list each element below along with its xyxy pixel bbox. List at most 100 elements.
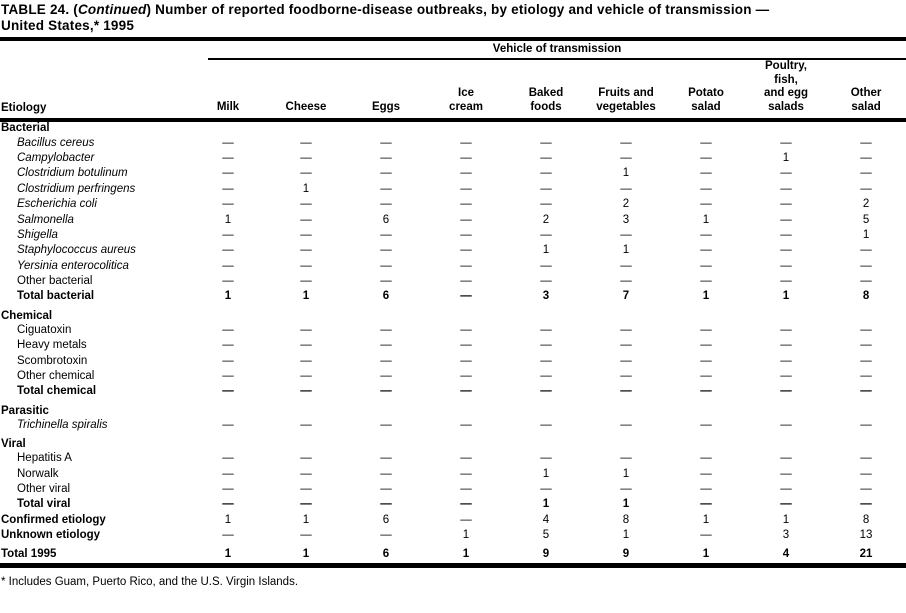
- data-cell: —: [780, 198, 792, 211]
- row-label: Hepatitis A: [17, 452, 72, 465]
- data-cell: —: [300, 259, 312, 272]
- data-cell: —: [700, 339, 712, 352]
- data-cell: [586, 433, 666, 451]
- data-cell: [586, 400, 666, 418]
- data-cell: —: [700, 467, 712, 480]
- data-cell: —: [860, 370, 872, 383]
- data-cell: [586, 120, 666, 135]
- row-label: Total 1995: [1, 548, 57, 561]
- column-header-other-salad: Other salad: [826, 60, 906, 122]
- data-cell: —: [460, 323, 472, 336]
- top-rule: [0, 37, 906, 41]
- data-cell: —: [860, 483, 872, 495]
- data-cell: —: [860, 182, 872, 195]
- data-cell: —: [860, 354, 872, 367]
- table-row: Parasitic: [0, 400, 906, 418]
- data-cell: 3: [622, 213, 630, 226]
- data-cell: —: [860, 151, 872, 164]
- data-cell: —: [860, 385, 872, 398]
- data-cell: 3: [542, 290, 550, 303]
- data-cell: —: [380, 198, 392, 211]
- data-cell: 6: [382, 213, 390, 226]
- table-row: Yersinia enterocolitica — — — — — — — — —: [0, 259, 906, 274]
- data-cell: —: [860, 259, 872, 272]
- data-cell: 1: [622, 529, 630, 542]
- data-cell: —: [460, 136, 472, 149]
- data-cell: —: [700, 483, 712, 495]
- data-cell: —: [460, 182, 472, 195]
- data-cell: —: [300, 354, 312, 367]
- outbreaks-table: Vehicle of transmission Etiology Milk Ch…: [0, 41, 906, 561]
- data-cell: —: [780, 182, 792, 195]
- data-cell: —: [620, 452, 632, 465]
- data-cell: —: [380, 418, 392, 431]
- data-cell: —: [780, 370, 792, 383]
- table-row: Total chemical — — — — — — — — —: [0, 384, 906, 399]
- table-row: Clostridium perfringens — 1 — — — — — — —: [0, 182, 906, 197]
- data-cell: —: [460, 498, 472, 511]
- data-cell: [266, 305, 346, 323]
- data-cell: 1: [782, 513, 790, 526]
- data-cell: —: [540, 275, 552, 288]
- data-cell: [426, 433, 506, 451]
- row-label: Scombrotoxin: [17, 354, 88, 367]
- data-cell: —: [540, 483, 552, 495]
- data-cell: 13: [859, 529, 873, 542]
- data-cell: —: [540, 259, 552, 272]
- vehicle-span-cell: Vehicle of transmission: [190, 41, 906, 60]
- data-cell: 2: [862, 198, 870, 211]
- data-cell: 21: [859, 548, 873, 561]
- data-cell: —: [380, 354, 392, 367]
- data-cell: —: [780, 339, 792, 352]
- data-cell: —: [620, 323, 632, 336]
- table-row: Heavy metals — — — — — — — — —: [0, 338, 906, 353]
- row-label: Norwalk: [17, 467, 59, 480]
- table-row: Other viral — — — — — — — — —: [0, 482, 906, 497]
- data-cell: 1: [542, 498, 550, 511]
- row-label: Other viral: [17, 483, 71, 495]
- column-header-baked-foods: Baked foods: [506, 60, 586, 122]
- data-cell: —: [222, 244, 234, 257]
- data-cell: [266, 433, 346, 451]
- data-cell: 1: [224, 513, 232, 526]
- data-cell: —: [460, 151, 472, 164]
- data-cell: —: [780, 136, 792, 149]
- data-cell: —: [620, 385, 632, 398]
- data-cell: —: [620, 370, 632, 383]
- data-cell: —: [222, 418, 234, 431]
- row-label: Yersinia enterocolitica: [17, 259, 129, 272]
- row-label: Clostridium botulinum: [17, 167, 128, 180]
- title-prefix: TABLE 24. (: [1, 2, 78, 17]
- table-row: Total viral — — — — 1 1 — — —: [0, 497, 906, 512]
- data-cell: —: [860, 167, 872, 180]
- data-cell: —: [222, 323, 234, 336]
- data-cell: —: [460, 228, 472, 241]
- row-label: Escherichia coli: [17, 198, 97, 211]
- data-cell: —: [380, 452, 392, 465]
- data-cell: —: [222, 467, 234, 480]
- data-cell: [266, 400, 346, 418]
- data-cell: —: [300, 213, 312, 226]
- data-cell: —: [700, 275, 712, 288]
- data-cell: [586, 305, 666, 323]
- data-cell: [346, 120, 426, 135]
- data-cell: —: [222, 452, 234, 465]
- data-cell: 1: [702, 548, 710, 561]
- data-cell: [266, 120, 346, 135]
- data-cell: —: [780, 467, 792, 480]
- data-cell: [506, 305, 586, 323]
- title-text: ) Number of reported foodborne-disease o…: [146, 2, 770, 17]
- data-cell: —: [860, 323, 872, 336]
- data-cell: —: [780, 498, 792, 511]
- corner-spacer: [0, 41, 190, 60]
- data-cell: —: [780, 385, 792, 398]
- data-cell: —: [300, 418, 312, 431]
- table-row: Total bacterial 1 1 6—3 7 1 1 8: [0, 289, 906, 304]
- data-cell: 2: [622, 198, 630, 211]
- column-header-etiology: Etiology: [0, 60, 190, 122]
- data-cell: —: [300, 151, 312, 164]
- data-cell: 1: [302, 548, 310, 561]
- data-cell: —: [700, 259, 712, 272]
- data-cell: 2: [542, 213, 550, 226]
- data-cell: —: [460, 167, 472, 180]
